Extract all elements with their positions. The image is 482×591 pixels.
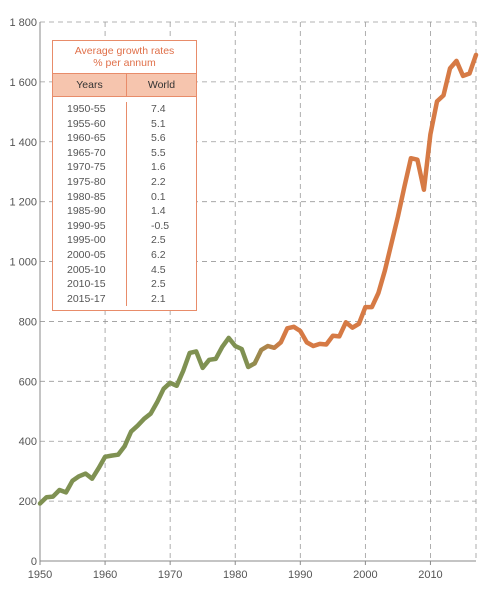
y-tick-label: 600 [19, 376, 37, 388]
x-tick-label: 1950 [28, 569, 52, 581]
years-column: 1950-55 1955-60 1960-65 1965-70 1970-75 1975-… [53, 102, 127, 307]
table-cell-years: 1955-60 [67, 117, 106, 130]
table-body: 1950-55 1955-60 1960-65 1965-70 1970-75 1975-… [53, 97, 196, 310]
y-tick-label: 1 800 [9, 17, 37, 29]
table-cell-world: 1.6 [151, 161, 166, 174]
table-title-line1: Average growth rates [74, 45, 175, 57]
table-cell-world: 5.6 [151, 132, 166, 145]
table-cell-world: 2.5 [151, 278, 166, 291]
table-title: Average growth rates % per annum [53, 41, 196, 74]
table-cell-years: 2015-17 [67, 292, 106, 305]
table-cell-world: 1.4 [151, 205, 166, 218]
y-tick-label: 1 000 [9, 257, 37, 269]
axes [39, 22, 476, 565]
x-tick-label: 1970 [158, 569, 182, 581]
growth-rate-table: Average growth rates % per annum Years W… [52, 40, 197, 312]
y-tick-label: 1 400 [9, 137, 37, 149]
table-title-line2: % per annum [93, 57, 156, 69]
tick-labels: 0 200 400 600 800 1 000 1 200 1 400 1 600 1 800 19… [9, 17, 442, 581]
y-tick-label: 200 [19, 496, 37, 508]
y-tick-label: 400 [19, 436, 37, 448]
y-tick-label: 0 [31, 556, 37, 568]
table-cell-world: 2.1 [151, 292, 166, 305]
x-tick-label: 2010 [418, 569, 442, 581]
header-years: Years [53, 74, 127, 96]
table-cell-world: 4.5 [151, 263, 166, 276]
table-cell-world: 7.4 [151, 103, 166, 115]
table-header: Years World [53, 74, 196, 97]
y-tick-label: 1 200 [9, 197, 37, 209]
table-cell-world: 6.2 [151, 248, 166, 261]
y-tick-label: 1 600 [9, 77, 37, 89]
table-cell-years: 2010-15 [67, 278, 106, 291]
table-cell-world: 5.5 [151, 146, 166, 159]
table-cell-years: 1990-95 [67, 219, 106, 232]
table-cell-world: 2.5 [151, 234, 166, 247]
table-cell-years: 1970-75 [67, 161, 106, 174]
series-line [37, 52, 479, 506]
header-world: World [147, 79, 176, 91]
x-tick-label: 1990 [288, 569, 312, 581]
table-cell-years: 2005-10 [67, 263, 106, 276]
table-cell-world: 2.2 [151, 175, 166, 188]
world-column: 7.4 5.1 5.6 5.5 1.6 2.2 0.1 1.4 -0.5 2.5 6.2 4.5 2.5… [127, 102, 196, 306]
table-cell-years: 1975-80 [67, 175, 106, 188]
table-cell-years: 1960-65 [67, 132, 106, 145]
table-cell-years: 1985-90 [67, 205, 106, 218]
table-cell-years: 2000-05 [67, 248, 106, 261]
table-cell-world: -0.5 [151, 219, 170, 232]
table-cell-years: 1950-55 [67, 103, 106, 115]
x-tick-label: 2000 [353, 569, 377, 581]
y-tick-label: 800 [19, 316, 37, 328]
table-cell-years: 1995-00 [67, 234, 106, 247]
table-cell-years: 1965-70 [67, 146, 106, 159]
x-tick-label: 1960 [93, 569, 117, 581]
table-cell-years: 1980-85 [67, 190, 106, 203]
table-cell-world: 5.1 [151, 117, 166, 130]
series-line-group [37, 52, 479, 506]
x-tick-label: 1980 [223, 569, 247, 581]
table-cell-world: 0.1 [151, 190, 166, 203]
